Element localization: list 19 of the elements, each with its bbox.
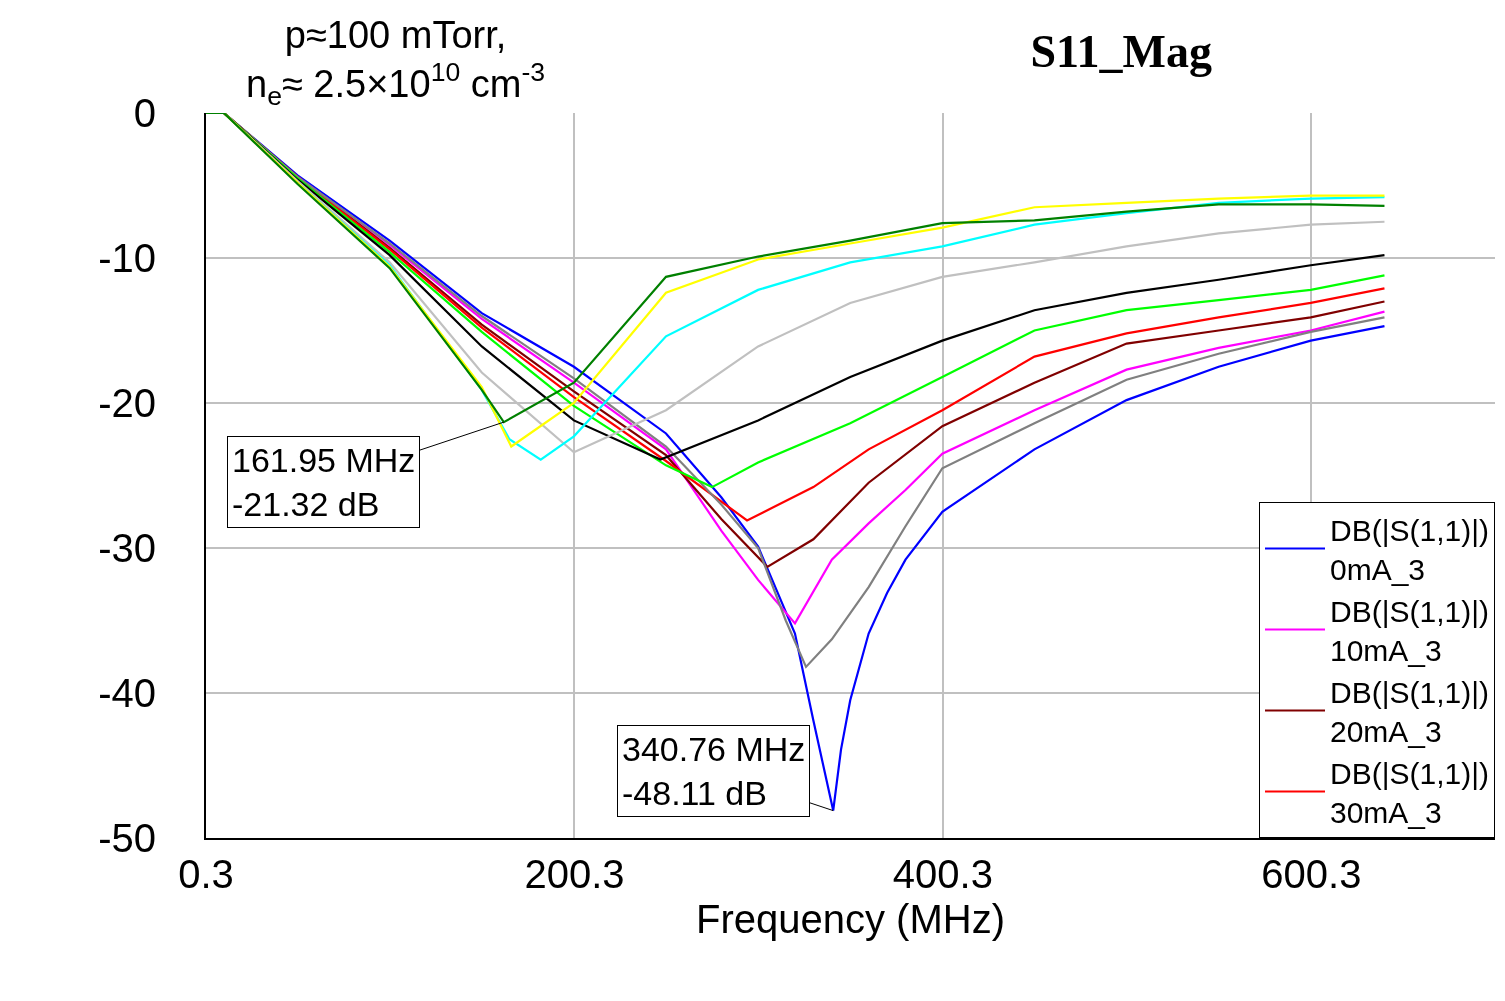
y-tick-label: -20 (98, 381, 156, 425)
legend-label: DB(|S(1,1)|) 20mA_3 (1330, 675, 1489, 748)
y-tick-label: -10 (98, 236, 156, 280)
text: p≈100 mTorr, n$_{e}$≈ 2.5×10$^{10}$ cm$^{-3}$ (246, 14, 546, 112)
chart-title: S11_Mag (1030, 26, 1212, 78)
annotation: 340.76 MHz -48.11 dB (622, 730, 806, 813)
y-tick-label: -30 (98, 526, 156, 570)
legend-label: DB(|S(1,1)|) 30mA_3 (1330, 756, 1489, 829)
y-tick-label: 0 (133, 91, 156, 135)
legend-label: DB(|S(1,1)|) 0mA_3 (1330, 513, 1489, 586)
y-tick-label: -50 (98, 816, 156, 860)
x-tick-label: 200.3 (524, 852, 625, 896)
y-tick-label: -40 (98, 671, 156, 715)
x-tick-label: 400.3 (892, 852, 993, 896)
x-axis-title: Frequency (MHz) (696, 897, 1005, 941)
legend-label: DB(|S(1,1)|) 10mA_3 (1330, 594, 1489, 667)
x-tick-label: 600.3 (1261, 852, 1362, 896)
annotation: 161.95 MHz -21.32 dB (232, 441, 416, 524)
x-tick-label: 0.3 (178, 852, 234, 896)
